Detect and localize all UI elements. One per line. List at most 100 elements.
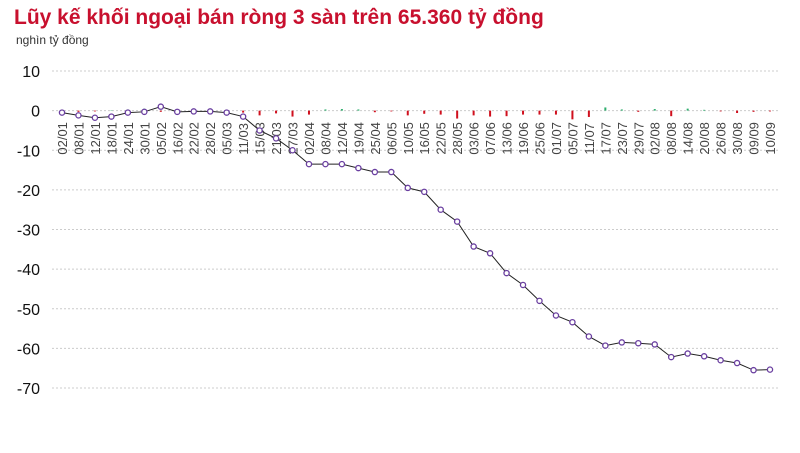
bar	[703, 109, 706, 111]
x-tick-label: 26/08	[714, 122, 729, 155]
bar	[242, 110, 245, 113]
bar	[275, 110, 278, 114]
x-tick-label: 02/01	[55, 122, 70, 155]
data-point	[437, 206, 444, 213]
x-tick-label: 29/07	[631, 122, 646, 155]
x-tick-label: 12/01	[88, 122, 103, 155]
x-tick-label: 10/05	[401, 122, 416, 155]
data-point	[717, 357, 724, 364]
x-tick-label: 10/09	[763, 122, 778, 155]
data-point	[272, 135, 280, 142]
x-tick-label: 25/06	[532, 122, 547, 155]
data-point	[733, 359, 741, 367]
data-point	[305, 160, 313, 168]
bar	[637, 110, 640, 112]
x-tick-label: 08/08	[664, 122, 679, 155]
data-point	[750, 366, 757, 374]
bar	[571, 110, 574, 120]
data-point	[552, 312, 560, 319]
bar	[538, 110, 541, 115]
bar	[686, 108, 689, 111]
bar	[340, 109, 343, 111]
data-point	[569, 318, 576, 326]
x-tick-label: 25/04	[368, 122, 383, 155]
bar	[439, 110, 442, 115]
data-point	[371, 168, 379, 176]
x-tick-label: 28/02	[203, 122, 218, 155]
bar	[505, 110, 508, 117]
x-tick-label: 19/06	[516, 122, 531, 155]
bar	[522, 110, 525, 115]
x-tick-label: 14/08	[681, 122, 696, 155]
bar	[324, 109, 327, 111]
data-point	[239, 113, 247, 120]
y-tick-label: -70	[17, 381, 40, 398]
bar	[93, 110, 96, 112]
y-tick-label: -10	[17, 143, 40, 160]
bar	[390, 110, 393, 112]
data-point	[618, 339, 626, 346]
x-tick-label: 05/07	[565, 122, 580, 155]
x-tick-label: 01/07	[549, 122, 564, 155]
data-point	[190, 108, 197, 115]
data-point	[651, 341, 658, 348]
data-point	[141, 108, 148, 116]
x-tick-label: 24/01	[121, 122, 136, 155]
x-tick-label: 27/03	[286, 122, 301, 155]
bar	[752, 110, 755, 112]
bar	[554, 110, 557, 115]
x-tick-label: 15/03	[253, 122, 268, 155]
data-point	[91, 114, 99, 122]
data-point	[404, 184, 412, 192]
x-tick-label: 30/01	[137, 122, 152, 155]
y-tick-label: -60	[17, 341, 40, 358]
bar	[736, 110, 739, 114]
x-tick-label: 11/03	[236, 123, 251, 155]
data-point	[206, 108, 214, 115]
data-point	[256, 127, 263, 134]
y-tick-label: -20	[17, 183, 40, 200]
bar	[357, 109, 360, 111]
x-tick-label: 30/08	[730, 122, 745, 155]
bar	[258, 110, 261, 116]
data-point	[108, 113, 115, 120]
bar	[406, 110, 409, 116]
x-tick-label: 16/02	[170, 122, 185, 155]
data-point	[684, 350, 691, 357]
data-point	[174, 108, 181, 116]
bar	[77, 110, 80, 112]
x-tick-label: 19/04	[351, 122, 366, 155]
bar	[307, 110, 310, 115]
data-point	[75, 112, 82, 119]
bar	[769, 110, 771, 112]
data-point	[536, 297, 543, 305]
data-point	[58, 109, 66, 116]
data-point	[503, 269, 510, 277]
data-point	[585, 333, 593, 340]
x-tick-label: 16/05	[417, 122, 432, 155]
data-point	[355, 164, 362, 172]
data-point	[667, 353, 675, 361]
x-tick-label: 05/03	[220, 122, 235, 155]
bar	[472, 110, 475, 116]
y-tick-label: -50	[17, 302, 40, 319]
x-tick-label: 17/07	[598, 122, 613, 155]
bar	[620, 109, 623, 111]
data-point	[338, 160, 346, 168]
x-tick-label: 08/04	[318, 122, 333, 155]
y-tick-label: 0	[31, 104, 40, 121]
bar	[653, 109, 656, 111]
data-point	[700, 353, 708, 360]
data-point	[420, 188, 428, 196]
y-tick-label: -30	[17, 223, 40, 240]
data-point	[124, 109, 132, 116]
x-tick-label: 18/01	[104, 122, 119, 155]
bar	[587, 110, 590, 117]
bar	[373, 110, 376, 113]
data-point	[453, 218, 461, 225]
y-tick-label: 10	[22, 64, 40, 81]
x-tick-label: 07/06	[483, 122, 498, 155]
data-point	[486, 250, 494, 257]
data-point	[470, 243, 477, 250]
